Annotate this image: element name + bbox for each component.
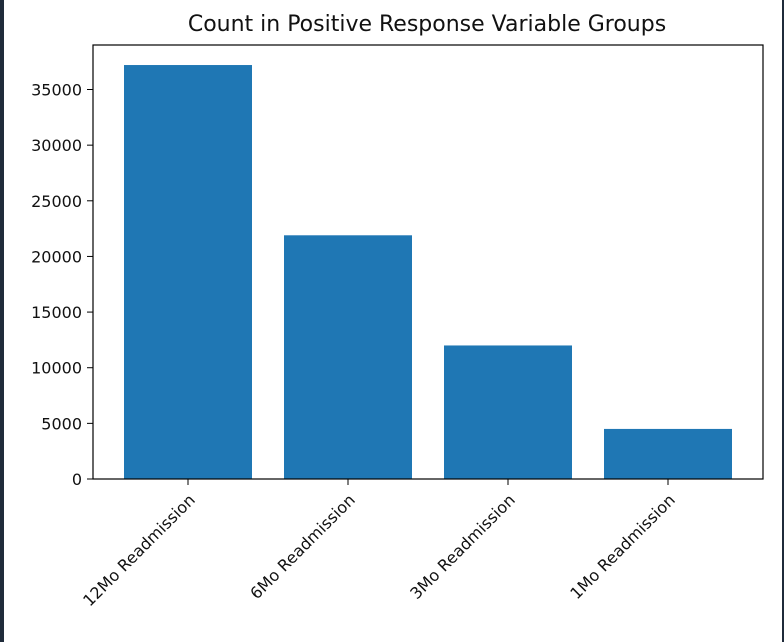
window-left-edge: [0, 0, 4, 642]
window-right-edge: [782, 0, 784, 642]
y-tick-label: 0: [72, 470, 82, 489]
bar-1mo-readmission: [604, 428, 732, 479]
y-axis: 0 5000 10000 15000 20000 25000 30000 35000: [31, 81, 93, 489]
y-tick-label: 10000: [31, 359, 82, 378]
chart-title: Count in Positive Response Variable Grou…: [188, 12, 666, 37]
y-tick-label: 25000: [31, 192, 82, 211]
bars-group: [124, 65, 732, 480]
y-tick-label: 35000: [31, 81, 82, 100]
x-axis: 12Mo Readmission 6Mo Readmission 3Mo Readm…: [79, 479, 679, 610]
y-tick-label: 15000: [31, 303, 82, 322]
x-tick-label: 12Mo Readmission: [79, 490, 199, 610]
y-tick-label: 20000: [31, 247, 82, 266]
bar-3mo-readmission: [444, 345, 572, 479]
y-tick-label: 30000: [31, 136, 82, 155]
x-tick-label: 3Mo Readmission: [406, 490, 519, 603]
x-tick-label: 6Mo Readmission: [246, 490, 359, 603]
x-tick-label: 1Mo Readmission: [566, 490, 679, 603]
y-tick-label: 5000: [41, 414, 82, 433]
bar-6mo-readmission: [284, 235, 412, 479]
plot-frame: [92, 44, 764, 480]
bar-12mo-readmission: [124, 65, 252, 480]
